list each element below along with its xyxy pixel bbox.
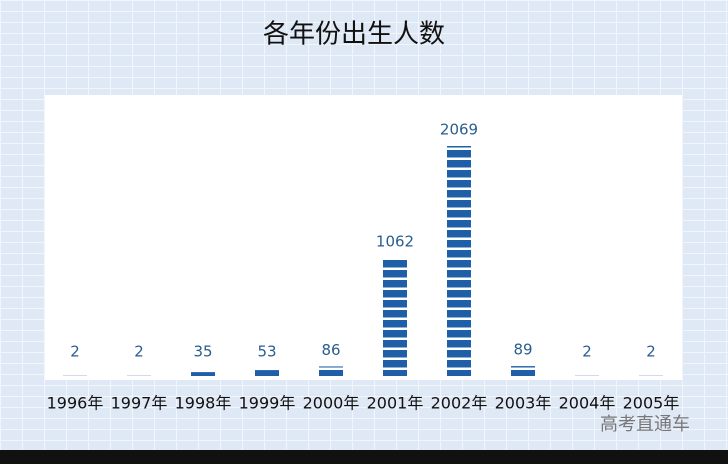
- x-tick-label: 1999年: [239, 394, 296, 413]
- value-label: 1062: [376, 232, 414, 250]
- x-tick-label: 2005年: [623, 394, 680, 413]
- value-label: 2: [582, 343, 592, 361]
- watermark: 高考直通车: [600, 414, 690, 435]
- value-label: 2069: [440, 121, 478, 139]
- x-tick-label: 1997年: [111, 394, 168, 413]
- bar: [383, 257, 407, 376]
- x-tick-label: 2001年: [367, 394, 424, 413]
- bar: [191, 372, 215, 376]
- x-tick-label: 2002年: [431, 394, 488, 413]
- value-label: 86: [321, 341, 340, 359]
- value-label: 2: [70, 343, 80, 361]
- x-tick-label: 2004年: [559, 394, 616, 413]
- bar: [255, 370, 279, 376]
- value-label: 89: [513, 341, 532, 359]
- value-label: 35: [193, 343, 212, 361]
- chart-title: 各年份出生人数: [263, 20, 445, 50]
- x-tick-label: 1998年: [175, 394, 232, 413]
- bar: [319, 366, 343, 376]
- x-tick-label: 1996年: [47, 394, 104, 413]
- value-label: 2: [646, 343, 656, 361]
- bottom-bar: [0, 450, 728, 464]
- plot-area: [45, 95, 682, 380]
- bar: [511, 366, 535, 376]
- x-tick-label: 2003年: [495, 394, 552, 413]
- x-tick-label: 2000年: [303, 394, 360, 413]
- bar: [447, 146, 471, 376]
- value-label: 2: [134, 343, 144, 361]
- value-label: 53: [257, 343, 276, 361]
